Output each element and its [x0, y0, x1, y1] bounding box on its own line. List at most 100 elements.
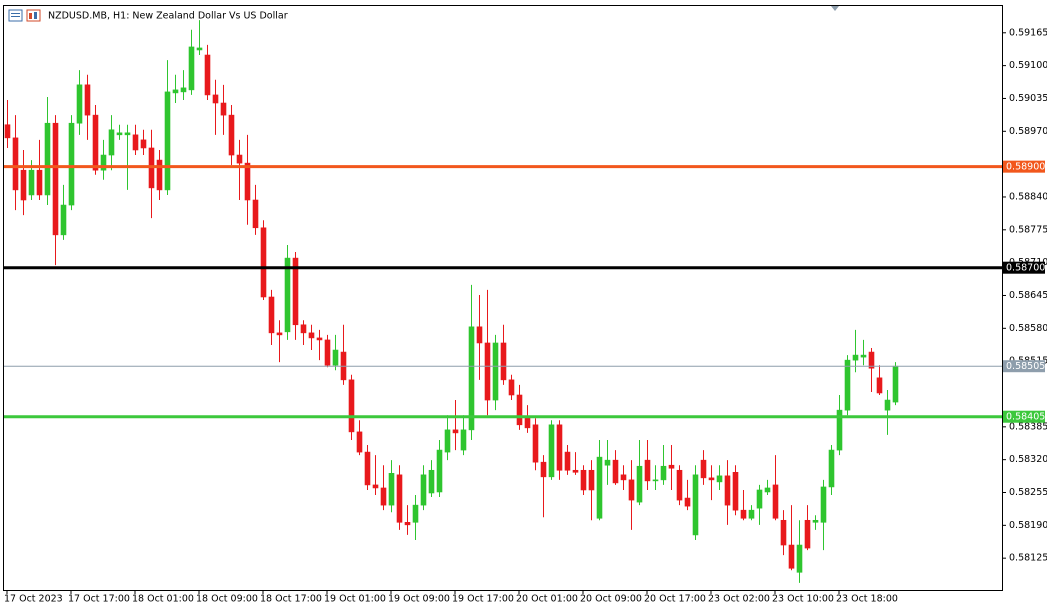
- y-tick-label: 0.58645: [1009, 290, 1047, 301]
- candle-body: [884, 399, 891, 411]
- candle-body: [892, 365, 899, 403]
- candle-body: [412, 504, 419, 523]
- candle-body: [372, 484, 379, 489]
- candle-body: [428, 469, 435, 494]
- candle-body: [828, 449, 835, 488]
- y-tick-label: 0.58970: [1009, 126, 1047, 137]
- candle-body: [28, 169, 35, 196]
- candle-body: [684, 497, 691, 507]
- candle-body: [548, 424, 555, 478]
- candle-body: [532, 424, 539, 463]
- plot-frame: [3, 5, 1003, 591]
- candle-body: [788, 544, 795, 569]
- candle-body: [860, 354, 867, 358]
- level-label: 0.58505: [1006, 361, 1045, 372]
- y-tick-label: 0.58775: [1009, 224, 1047, 235]
- candle-body: [236, 154, 243, 164]
- candle-body: [604, 459, 611, 466]
- candle-body: [364, 451, 371, 486]
- candle-body: [668, 464, 675, 469]
- candle-body: [188, 46, 195, 91]
- y-tick-label: 0.58840: [1009, 191, 1047, 202]
- candle-body: [284, 257, 291, 333]
- candle-body: [844, 359, 851, 411]
- candle-body: [756, 489, 763, 509]
- candle-body: [588, 469, 595, 491]
- x-tick-label: 18 Oct 01:00: [132, 594, 194, 605]
- level-label-box: [1003, 160, 1045, 173]
- candle-body: [12, 137, 19, 191]
- candle-body: [628, 479, 635, 501]
- candle-body: [452, 429, 459, 434]
- candle-body: [444, 429, 451, 453]
- x-tick-label: 19 Oct 17:00: [452, 594, 514, 605]
- candle-body: [308, 332, 315, 339]
- candle-body: [796, 544, 803, 573]
- level-label-box: [1003, 410, 1045, 423]
- candle-body: [524, 417, 531, 429]
- candle-body: [516, 394, 523, 426]
- candle-body: [852, 354, 859, 361]
- x-tick-label: 18 Oct 09:00: [196, 594, 258, 605]
- candle-body: [460, 429, 467, 451]
- candle-body: [212, 94, 219, 104]
- x-tick-label: 17 Oct 2023: [4, 594, 63, 605]
- candle-body: [716, 475, 723, 483]
- x-tick-label: 23 Oct 02:00: [708, 594, 770, 605]
- candle-body: [300, 324, 307, 334]
- candle-body: [292, 257, 299, 326]
- candle-body: [132, 134, 139, 151]
- shift-marker: [831, 6, 839, 11]
- x-tick-label: 23 Oct 10:00: [772, 594, 834, 605]
- candle-body: [652, 479, 659, 482]
- level-label-box: [1003, 360, 1045, 373]
- candle-body: [740, 509, 747, 519]
- candle-body: [820, 486, 827, 523]
- candle-body: [316, 337, 323, 341]
- candle-body: [68, 122, 75, 206]
- candle-body: [124, 132, 131, 136]
- candle-body: [244, 162, 251, 201]
- candle-body: [724, 475, 731, 506]
- candle-body: [332, 349, 339, 366]
- candle-body: [564, 451, 571, 471]
- candle-body: [84, 84, 91, 116]
- candle-body: [868, 351, 875, 369]
- x-tick-label: 18 Oct 17:00: [260, 594, 322, 605]
- candle-body: [164, 91, 171, 191]
- x-tick-label: 19 Oct 09:00: [388, 594, 450, 605]
- candle-body: [676, 469, 683, 501]
- candle-body: [780, 519, 787, 546]
- candle-body: [556, 424, 563, 471]
- candle-body: [156, 159, 163, 191]
- candle-body: [268, 296, 275, 334]
- candle-body: [804, 519, 811, 549]
- candle-body: [492, 342, 499, 401]
- x-tick-label: 20 Oct 17:00: [644, 594, 706, 605]
- candle-body: [252, 199, 259, 229]
- candle-body: [260, 227, 267, 298]
- candle-body: [500, 342, 507, 381]
- x-tick-label: 17 Oct 17:00: [68, 594, 130, 605]
- candle-body: [356, 431, 363, 453]
- x-tick-label: 19 Oct 01:00: [324, 594, 386, 605]
- icon: [26, 9, 41, 22]
- y-tick-label: 0.58320: [1009, 454, 1047, 465]
- candle-body: [220, 102, 227, 116]
- x-tick-label: 20 Oct 09:00: [580, 594, 642, 605]
- candle-body: [92, 114, 99, 171]
- candle-body: [324, 339, 331, 366]
- chart-title: NZDUSD.MB, H1: New Zealand Dollar Vs US …: [48, 11, 288, 22]
- candle-body: [276, 332, 283, 336]
- candle-body: [76, 84, 83, 124]
- candle-body: [692, 474, 699, 536]
- candle-body: [636, 465, 643, 503]
- candle-body: [620, 474, 627, 481]
- candle-body: [476, 326, 483, 344]
- candle-body: [836, 409, 843, 451]
- y-tick-label: 0.58255: [1009, 487, 1047, 498]
- candle-body: [4, 124, 11, 139]
- x-tick-label: 20 Oct 01:00: [516, 594, 578, 605]
- candle-body: [204, 54, 211, 96]
